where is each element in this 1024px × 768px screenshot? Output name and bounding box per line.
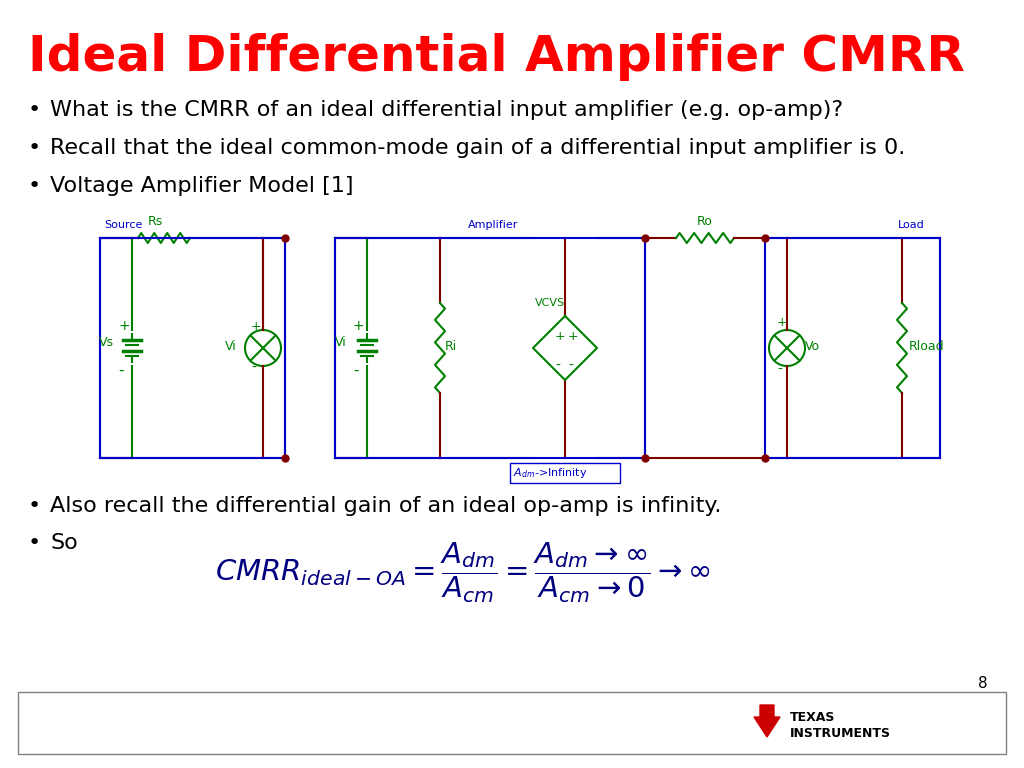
Text: Rload: Rload xyxy=(909,339,944,353)
Text: •: • xyxy=(28,533,41,553)
Text: Source: Source xyxy=(104,220,142,230)
Polygon shape xyxy=(754,705,780,737)
Text: Amplifier: Amplifier xyxy=(468,220,518,230)
Text: +: + xyxy=(555,329,565,343)
Text: Ri: Ri xyxy=(445,339,458,353)
Text: Recall that the ideal common-mode gain of a differential input amplifier is 0.: Recall that the ideal common-mode gain o… xyxy=(50,138,905,158)
Text: •: • xyxy=(28,100,41,120)
Text: So: So xyxy=(50,533,78,553)
Text: +: + xyxy=(118,319,130,333)
Text: •: • xyxy=(28,176,41,196)
Text: Vo: Vo xyxy=(805,339,820,353)
Text: Ro: Ro xyxy=(697,215,713,228)
Text: Rs: Rs xyxy=(148,215,163,228)
Bar xyxy=(335,238,645,458)
Text: •: • xyxy=(28,496,41,516)
Text: What is the CMRR of an ideal differential input amplifier (e.g. op-amp)?: What is the CMRR of an ideal differentia… xyxy=(50,100,843,120)
Text: Voltage Amplifier Model [1]: Voltage Amplifier Model [1] xyxy=(50,176,353,196)
Text: -: - xyxy=(777,363,782,377)
Text: Load: Load xyxy=(898,220,925,230)
Text: $A_{dm}$->Infinity: $A_{dm}$->Infinity xyxy=(513,466,588,480)
Text: 8: 8 xyxy=(978,676,988,691)
Bar xyxy=(510,463,620,483)
Text: +: + xyxy=(777,316,787,329)
Text: +: + xyxy=(568,329,579,343)
Bar xyxy=(765,238,940,458)
Text: Vi: Vi xyxy=(335,336,347,349)
Text: Ideal Differential Amplifier CMRR: Ideal Differential Amplifier CMRR xyxy=(28,33,965,81)
Text: -: - xyxy=(251,361,256,375)
Text: $\mathit{CMRR}_{ideal-OA} = \dfrac{A_{dm}}{A_{cm}} = \dfrac{A_{dm} \rightarrow \: $\mathit{CMRR}_{ideal-OA} = \dfrac{A_{dm… xyxy=(215,540,711,604)
Text: Vs: Vs xyxy=(99,336,114,349)
Text: -: - xyxy=(568,359,572,373)
Text: •: • xyxy=(28,138,41,158)
Text: +: + xyxy=(251,319,261,333)
Text: -: - xyxy=(555,359,560,373)
Text: Also recall the differential gain of an ideal op-amp is infinity.: Also recall the differential gain of an … xyxy=(50,496,721,516)
Text: VCVS: VCVS xyxy=(535,298,565,308)
Bar xyxy=(18,692,1006,754)
Text: -: - xyxy=(118,362,124,378)
Text: +: + xyxy=(353,319,365,333)
Text: TEXAS
INSTRUMENTS: TEXAS INSTRUMENTS xyxy=(790,711,891,740)
Text: -: - xyxy=(353,362,358,378)
Bar xyxy=(100,238,285,458)
Text: Vi: Vi xyxy=(225,339,237,353)
